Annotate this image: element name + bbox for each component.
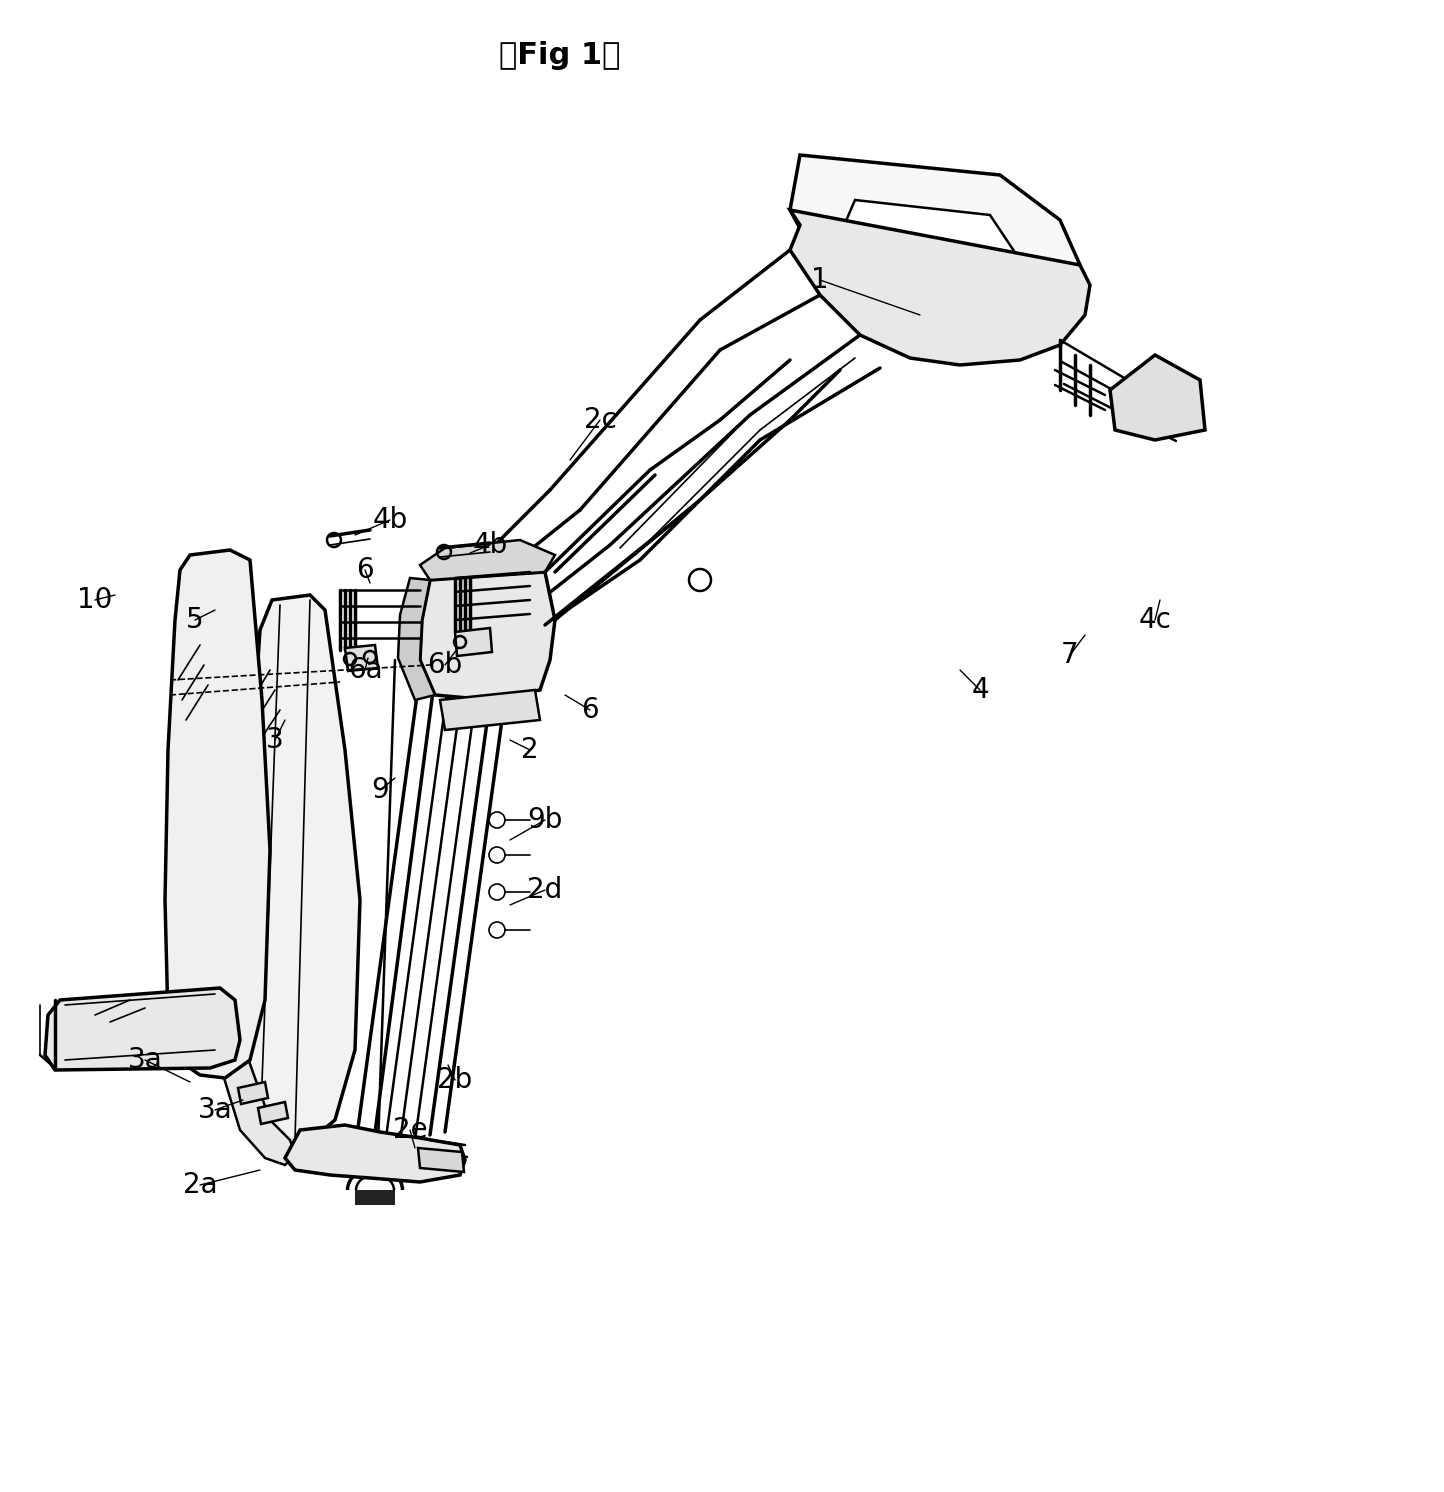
Text: 4: 4 xyxy=(972,676,989,704)
Text: 6: 6 xyxy=(357,557,374,583)
Polygon shape xyxy=(1110,355,1204,440)
Polygon shape xyxy=(790,210,1090,366)
Polygon shape xyxy=(440,689,540,730)
Text: 3a: 3a xyxy=(198,1097,232,1123)
Text: 4b: 4b xyxy=(373,506,407,534)
Text: 2: 2 xyxy=(521,736,539,764)
Text: 2e: 2e xyxy=(393,1116,427,1144)
Polygon shape xyxy=(284,1125,465,1182)
Text: 4b: 4b xyxy=(472,531,508,560)
Polygon shape xyxy=(258,1103,287,1123)
Text: 7: 7 xyxy=(1061,642,1079,668)
Text: 9: 9 xyxy=(371,776,388,804)
Polygon shape xyxy=(355,1191,396,1206)
Polygon shape xyxy=(455,628,492,656)
Text: 2a: 2a xyxy=(183,1171,217,1200)
Text: 2d: 2d xyxy=(527,876,563,904)
Polygon shape xyxy=(165,551,270,1079)
Polygon shape xyxy=(45,988,240,1070)
Polygon shape xyxy=(420,571,554,700)
Polygon shape xyxy=(235,595,360,1147)
Polygon shape xyxy=(840,200,1019,307)
Polygon shape xyxy=(790,155,1080,340)
Text: 4c: 4c xyxy=(1138,606,1171,634)
Text: 6: 6 xyxy=(580,695,599,724)
Text: 9b: 9b xyxy=(527,806,563,834)
Text: 6a: 6a xyxy=(348,656,383,683)
Text: 10: 10 xyxy=(78,586,113,615)
Text: 2c: 2c xyxy=(583,406,617,434)
Text: 3a: 3a xyxy=(127,1046,162,1074)
Text: 3: 3 xyxy=(266,727,284,753)
Text: 【Fig 1】: 【Fig 1】 xyxy=(500,40,621,70)
Polygon shape xyxy=(399,577,435,700)
Text: 2b: 2b xyxy=(438,1065,472,1094)
Polygon shape xyxy=(238,1082,269,1104)
Text: 6b: 6b xyxy=(427,651,462,679)
Polygon shape xyxy=(219,1050,295,1165)
Polygon shape xyxy=(420,540,554,580)
Text: 1: 1 xyxy=(812,266,829,294)
Polygon shape xyxy=(345,645,378,671)
Text: 5: 5 xyxy=(186,606,204,634)
Polygon shape xyxy=(417,1147,464,1173)
